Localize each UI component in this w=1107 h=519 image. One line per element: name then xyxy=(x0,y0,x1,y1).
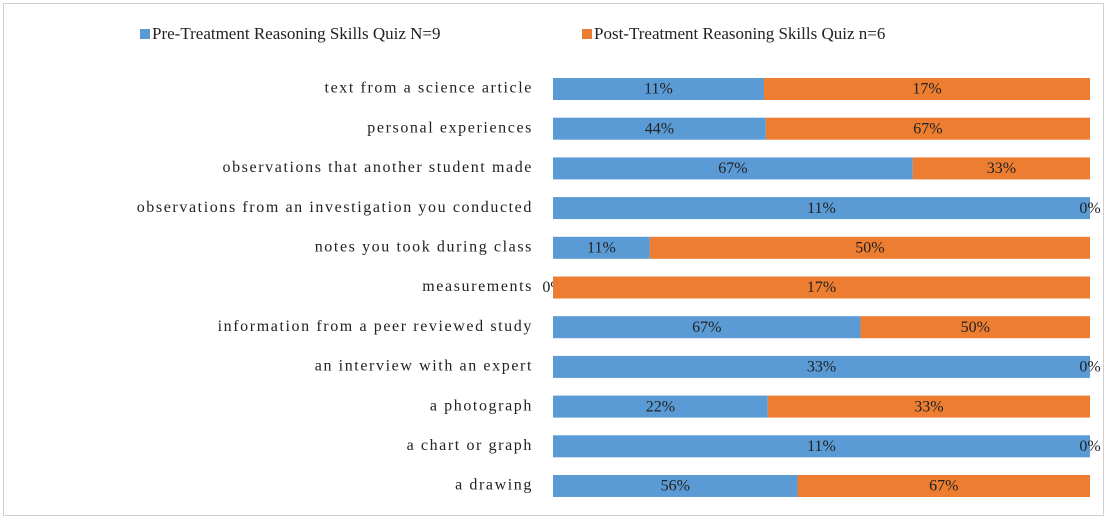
bar-segment xyxy=(912,157,1090,180)
data-label: 11% xyxy=(644,81,673,98)
legend-label: Post-Treatment Reasoning Skills Quiz n=6 xyxy=(594,24,885,43)
data-label: 11% xyxy=(587,239,616,256)
data-label: 11% xyxy=(807,200,836,217)
data-label: 50% xyxy=(961,319,990,336)
category-label: an interview with an expert xyxy=(315,358,533,375)
category-label: measurements xyxy=(422,278,533,295)
bar-segment xyxy=(553,197,1090,220)
data-label: 33% xyxy=(807,359,836,376)
data-label: 17% xyxy=(807,279,836,296)
data-label: 33% xyxy=(987,160,1016,177)
data-label: 67% xyxy=(929,478,958,495)
data-label: 67% xyxy=(692,319,721,336)
data-label: 0% xyxy=(1079,200,1100,217)
bar-segment xyxy=(553,236,650,259)
data-label: 44% xyxy=(645,120,674,137)
bar-segment xyxy=(649,236,1090,259)
bar-segment xyxy=(553,475,798,497)
data-label: 50% xyxy=(855,239,884,256)
category-label: notes you took during class xyxy=(315,238,533,255)
category-label: a drawing xyxy=(455,477,533,494)
data-label: 17% xyxy=(912,81,941,98)
bar-segment xyxy=(767,395,1090,418)
bar-segment xyxy=(553,316,861,339)
bar-segment xyxy=(553,78,764,100)
data-label: 67% xyxy=(913,120,942,137)
legend-label: Pre-Treatment Reasoning Skills Quiz N=9 xyxy=(152,24,441,43)
category-label: personal experiences xyxy=(367,119,533,136)
data-label: 33% xyxy=(914,398,943,415)
bar-segment xyxy=(553,435,1090,458)
data-label: 56% xyxy=(661,478,690,495)
category-label: information from a peer reviewed study xyxy=(218,318,533,335)
bar-segment xyxy=(553,395,768,418)
category-label: observations that another student made xyxy=(222,159,533,176)
bar-segment xyxy=(763,78,1090,100)
category-label: observations from an investigation you c… xyxy=(137,199,533,216)
data-label: 0% xyxy=(1079,359,1100,376)
bar-segment xyxy=(553,157,913,180)
data-label: 22% xyxy=(646,398,675,415)
data-label: 0% xyxy=(1079,438,1100,455)
data-label: 11% xyxy=(807,438,836,455)
legend-swatch xyxy=(582,29,592,39)
category-label: a chart or graph xyxy=(407,437,533,454)
bar-segment xyxy=(860,316,1090,339)
category-label: text from a science article xyxy=(325,80,533,97)
bar-segment xyxy=(553,355,1090,378)
data-label: 67% xyxy=(718,160,747,177)
bar-segment xyxy=(797,475,1090,497)
bar-segment xyxy=(765,117,1090,140)
legend-swatch xyxy=(140,29,150,39)
bar-segment xyxy=(553,117,766,140)
category-label: a photograph xyxy=(430,397,533,414)
bar-segment xyxy=(553,276,1090,299)
